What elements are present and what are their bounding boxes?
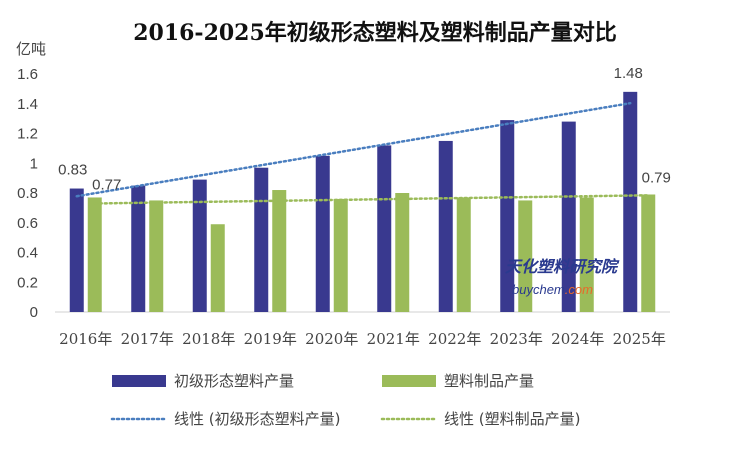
y-tick-label: 0 <box>30 304 38 321</box>
x-tick-label: 2023年 <box>490 330 543 348</box>
data-label: 0.83 <box>58 162 87 179</box>
data-label: 1.48 <box>614 65 643 82</box>
chart-title: 2016-2025年初级形态塑料及塑料制品产量对比 <box>133 20 617 46</box>
x-axis-ticks: 2016年 2017年 2018年 2019年 2020年 2021年 2022年 2023年… <box>59 330 666 348</box>
bar-primary-plastic <box>438 140 453 312</box>
bar-primary-plastic <box>315 155 330 312</box>
x-tick-label: 2018年 <box>182 330 235 348</box>
data-label: 0.79 <box>642 169 671 186</box>
bar-plastic-products <box>641 194 656 312</box>
bar-primary-plastic <box>131 185 146 312</box>
watermark-line1: 天化塑料研究院 <box>505 257 620 276</box>
y-tick-label: 0.8 <box>17 185 38 202</box>
bar-plastic-products <box>579 197 594 312</box>
y-axis-ticks: 0 0.2 0.4 0.6 0.8 1 1.2 1.4 1.6 <box>17 66 38 321</box>
bar-plastic-products <box>272 190 287 312</box>
legend-label: 线性 (塑料制品产量) <box>444 410 580 428</box>
x-tick-label: 2019年 <box>244 330 297 348</box>
y-axis-unit: 亿吨 <box>16 40 46 58</box>
bar-plastic-products <box>518 200 533 312</box>
y-tick-label: 1 <box>30 155 38 172</box>
legend-label: 线性 (初级形态塑料产量) <box>174 410 340 428</box>
watermark-line2: buychem.com <box>512 282 593 297</box>
legend-swatch <box>112 375 166 387</box>
trendline-primary-plastic <box>75 101 632 198</box>
bar-primary-plastic <box>623 91 638 312</box>
x-tick-label: 2021年 <box>367 330 420 348</box>
data-label: 0.77 <box>92 176 121 193</box>
x-tick-label: 2016年 <box>59 330 112 348</box>
y-tick-label: 0.4 <box>17 245 38 262</box>
bar-primary-plastic <box>69 188 84 312</box>
watermark: 天化塑料研究院 buychem.com <box>505 257 620 297</box>
y-tick-label: 1.6 <box>17 66 38 83</box>
bar-plastic-products <box>456 197 471 312</box>
x-tick-label: 2020年 <box>305 330 358 348</box>
legend-swatch <box>382 375 436 387</box>
bar-plastic-products <box>149 200 164 312</box>
bar-primary-plastic <box>377 145 392 312</box>
trendline-plastic-products <box>93 194 650 205</box>
y-tick-label: 1.4 <box>17 96 38 113</box>
bars-group <box>69 91 656 312</box>
x-tick-label: 2017年 <box>121 330 174 348</box>
bar-plastic-products <box>333 198 348 312</box>
bar-primary-plastic <box>192 179 207 312</box>
y-tick-label: 0.6 <box>17 215 38 232</box>
trendlines-group <box>75 101 650 205</box>
data-labels-group: 0.83 0.77 1.48 0.79 <box>58 65 671 194</box>
x-tick-label: 2025年 <box>613 330 666 348</box>
y-tick-label: 1.2 <box>17 126 38 143</box>
bar-plastic-products <box>87 197 102 312</box>
bar-primary-plastic <box>254 167 269 312</box>
legend-label: 初级形态塑料产量 <box>174 372 294 390</box>
x-tick-label: 2022年 <box>428 330 481 348</box>
x-tick-label: 2024年 <box>551 330 604 348</box>
bar-plastic-products <box>395 193 410 312</box>
bar-primary-plastic <box>561 121 576 312</box>
legend-label: 塑料制品产量 <box>444 372 534 390</box>
y-tick-label: 0.2 <box>17 274 38 291</box>
bar-primary-plastic <box>500 120 515 312</box>
bar-plastic-products <box>210 224 225 312</box>
